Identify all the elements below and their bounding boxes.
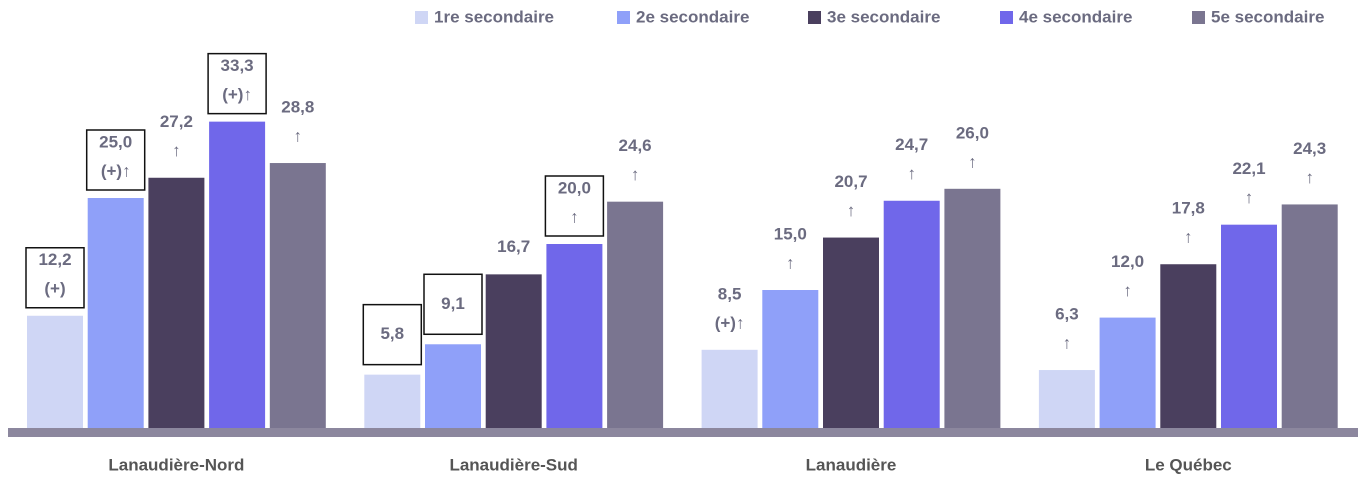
legend-swatch xyxy=(415,11,428,24)
value-label: 8,5 xyxy=(718,284,742,303)
annotation: ↑ xyxy=(1123,281,1132,300)
value-label: 33,3 xyxy=(221,56,254,75)
annotation: ↑ xyxy=(172,141,181,160)
value-label: 25,0 xyxy=(99,132,132,151)
value-label: 24,3 xyxy=(1293,139,1326,158)
value-label: 16,7 xyxy=(497,237,530,256)
value-label: 15,0 xyxy=(774,224,807,243)
bar xyxy=(1099,317,1156,428)
category-label: Lanaudière-Nord xyxy=(108,455,244,474)
bar xyxy=(364,374,421,428)
value-label: 20,7 xyxy=(834,172,867,191)
bar xyxy=(27,315,83,428)
annotation: ↑ xyxy=(570,207,579,226)
legend-swatch xyxy=(1192,11,1205,24)
legend-label: 4e secondaire xyxy=(1019,7,1132,26)
value-label: 5,8 xyxy=(380,324,404,343)
value-label: 24,6 xyxy=(619,136,652,155)
annotation: ↑ xyxy=(1305,168,1314,187)
label-box xyxy=(544,175,605,237)
annotation: ↑ xyxy=(847,201,856,220)
bar xyxy=(883,200,940,428)
value-label: 17,8 xyxy=(1172,199,1205,218)
category-label: Lanaudière-Sud xyxy=(449,455,577,474)
annotation: ↑ xyxy=(786,253,795,272)
bar xyxy=(607,201,664,428)
bar xyxy=(1160,264,1217,428)
value-label: 24,7 xyxy=(895,135,928,154)
value-label: 26,0 xyxy=(956,123,989,142)
label-box xyxy=(85,129,146,191)
baseline-axis xyxy=(8,428,1358,437)
value-label: 22,1 xyxy=(1232,159,1265,178)
value-label: 9,1 xyxy=(441,294,465,313)
annotation: ↑ xyxy=(631,165,640,184)
legend-label: 1re secondaire xyxy=(434,7,554,26)
value-label: 27,2 xyxy=(160,112,193,131)
annotation: ↑ xyxy=(1245,188,1254,207)
legend-label: 3e secondaire xyxy=(827,7,940,26)
annotation: ↑ xyxy=(968,152,977,171)
bar xyxy=(701,349,758,428)
category-label: Lanaudière xyxy=(806,455,897,474)
bar xyxy=(944,188,1001,428)
annotation: ↑ xyxy=(1063,334,1072,353)
annotation: (+)↑ xyxy=(715,313,745,332)
value-label: 6,3 xyxy=(1055,305,1079,324)
bar xyxy=(762,290,819,428)
label-box xyxy=(25,247,85,309)
annotation: (+)↑ xyxy=(101,161,131,180)
bar xyxy=(209,121,266,428)
bar xyxy=(823,237,879,428)
bar xyxy=(485,274,542,428)
value-label: 12,2 xyxy=(38,250,71,269)
value-label: 20,0 xyxy=(558,178,591,197)
legend-swatch xyxy=(617,11,630,24)
bar xyxy=(87,198,144,428)
legend-swatch xyxy=(808,11,821,24)
annotation: ↑ xyxy=(907,164,916,183)
label-box xyxy=(207,52,267,115)
legend-swatch xyxy=(1000,11,1013,24)
bar xyxy=(1038,370,1095,428)
value-label: 12,0 xyxy=(1111,252,1144,271)
legend-label: 2e secondaire xyxy=(636,7,749,26)
label-box xyxy=(423,273,483,336)
category-label: Le Québec xyxy=(1145,455,1232,474)
bar xyxy=(1221,224,1277,428)
bar xyxy=(546,244,603,428)
value-label: 28,8 xyxy=(281,98,314,117)
bar xyxy=(269,163,326,429)
annotation: ↑ xyxy=(294,127,303,146)
annotation: (+) xyxy=(44,279,65,298)
bar xyxy=(148,177,205,428)
bar xyxy=(425,344,481,428)
label-box xyxy=(362,303,423,366)
legend-label: 5e secondaire xyxy=(1211,7,1324,26)
annotation: (+)↑ xyxy=(222,85,252,104)
annotation: ↑ xyxy=(1184,228,1193,247)
bar xyxy=(1281,204,1338,428)
